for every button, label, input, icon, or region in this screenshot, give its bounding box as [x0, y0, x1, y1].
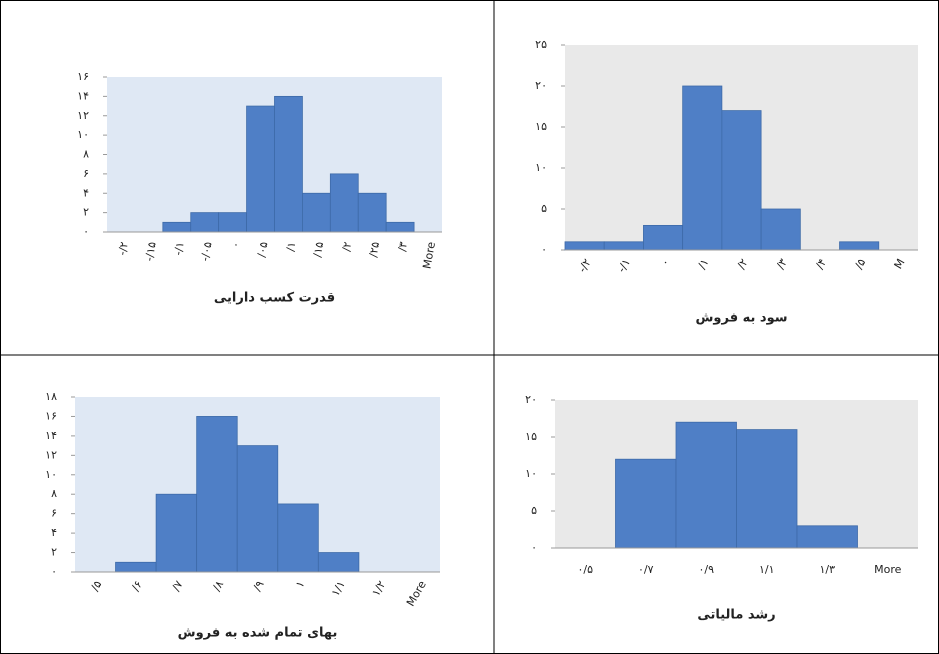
bar: [155, 493, 198, 573]
x-tick-label: /۶: [129, 579, 145, 594]
x-tick-label: ۰/۵: [577, 563, 593, 576]
y-tick-label: ۱۴: [45, 429, 57, 442]
bar: [302, 192, 331, 233]
x-axis-label: قدرت کسب دارایی: [214, 291, 335, 306]
bar: [274, 95, 303, 233]
bar: [760, 208, 801, 251]
bar: [236, 445, 279, 573]
bar: [839, 241, 880, 251]
bar: [218, 212, 247, 233]
x-tick-label: -/۱۵: [143, 241, 159, 263]
y-tick-label: ۰: [83, 225, 89, 238]
x-axis-label: رشد مالیاتی: [697, 608, 775, 623]
y-tick-label: ۱۲: [45, 448, 57, 461]
bar: [721, 110, 762, 251]
x-axis-label: سود به فروش: [695, 311, 787, 326]
y-tick-label: ۰: [541, 243, 547, 256]
x-tick-label: /۳: [774, 256, 790, 271]
x-tick-label: /۳: [396, 241, 410, 253]
x-tick-label: /۰۵: [255, 241, 271, 259]
x-axis-label: بهای تمام شده به فروش: [178, 626, 338, 641]
bar: [643, 224, 684, 251]
y-tick-label: ۴: [51, 526, 57, 539]
y-tick-label: ۸: [51, 487, 57, 500]
x-tick-label: /۸: [210, 578, 226, 593]
y-tick-label: ۱۶: [45, 409, 57, 422]
bar: [277, 503, 319, 573]
bar: [115, 561, 157, 573]
y-tick-label: ۱۵: [525, 430, 537, 443]
y-tick-label: ۱۰: [535, 161, 547, 174]
bar: [736, 429, 798, 549]
x-tick-label: /۴: [813, 256, 829, 271]
x-tick-label: /۷: [170, 578, 186, 593]
y-tick-label: ۴: [83, 186, 89, 199]
y-tick-label: ۱۴: [77, 89, 89, 102]
bar: [196, 416, 238, 573]
x-tick-label: /۲: [340, 241, 354, 253]
bar: [329, 173, 359, 233]
y-tick-label: ۱۸: [45, 390, 57, 403]
y-tick-label: ۱۰: [77, 128, 89, 141]
x-tick-label: More: [420, 241, 438, 270]
x-tick-label: -/۲: [576, 256, 594, 274]
y-tick-label: ۲۰: [525, 393, 537, 406]
bar: [564, 241, 605, 251]
x-tick-label: M: [892, 257, 908, 272]
bar: [682, 85, 723, 251]
x-tick-label: /۵: [852, 256, 868, 271]
x-tick-label: More: [404, 578, 429, 608]
y-tick-label: ۱۶: [77, 70, 89, 83]
y-tick-label: ۰: [531, 541, 537, 554]
x-tick-label: /۲: [735, 256, 751, 271]
y-tick-label: ۰: [51, 565, 57, 578]
y-tick-label: ۵: [531, 504, 537, 517]
x-tick-label: -/۲: [116, 241, 131, 257]
y-tick-label: ۶: [51, 507, 57, 520]
bar: [603, 241, 644, 251]
y-tick-label: ۱۰: [525, 467, 537, 480]
x-tick-label: /۵: [88, 578, 104, 593]
y-tick-label: ۱۲: [77, 109, 89, 122]
bar: [190, 212, 220, 233]
x-tick-label: /۲۵: [367, 241, 383, 259]
x-tick-label: ۱/۲: [369, 578, 388, 598]
x-tick-label: -/۱: [172, 241, 187, 257]
bar: [796, 525, 858, 549]
x-tick-label: ۰: [658, 257, 672, 269]
bar: [385, 221, 415, 233]
bar: [162, 221, 192, 233]
y-tick-label: ۲: [83, 206, 89, 219]
bar: [357, 192, 387, 233]
x-tick-label: ۰/۹: [698, 563, 714, 576]
y-tick-label: ۲: [51, 546, 57, 559]
x-tick-label: /۱: [695, 257, 711, 272]
x-tick-label: /۹: [251, 578, 267, 593]
x-tick-label: ۱/۳: [819, 563, 835, 576]
y-tick-label: ۲۰: [535, 79, 547, 92]
x-tick-label: ۱/۱: [759, 563, 775, 576]
x-tick-label: ۱: [293, 579, 307, 591]
x-tick-label: -/۱: [615, 257, 633, 275]
x-tick-label: ۰: [229, 241, 243, 249]
bar: [675, 421, 737, 549]
x-tick-label: ۰/۷: [638, 563, 654, 576]
bar: [246, 105, 275, 233]
bar: [317, 552, 360, 573]
x-tick-label: -/۰۵: [198, 241, 214, 263]
x-tick-label: /۱: [284, 241, 298, 253]
x-tick-label: /۱۵: [311, 241, 327, 259]
y-tick-label: ۲۵: [535, 38, 547, 51]
y-tick-label: ۶: [83, 167, 89, 180]
y-tick-label: ۱۵: [535, 120, 547, 133]
bar: [615, 458, 677, 549]
y-tick-label: ۵: [541, 202, 547, 215]
y-tick-label: ۸: [83, 148, 89, 161]
x-tick-label: More: [874, 563, 902, 576]
x-tick-label: ۱/۱: [329, 579, 348, 599]
y-tick-label: ۱۰: [45, 468, 57, 481]
